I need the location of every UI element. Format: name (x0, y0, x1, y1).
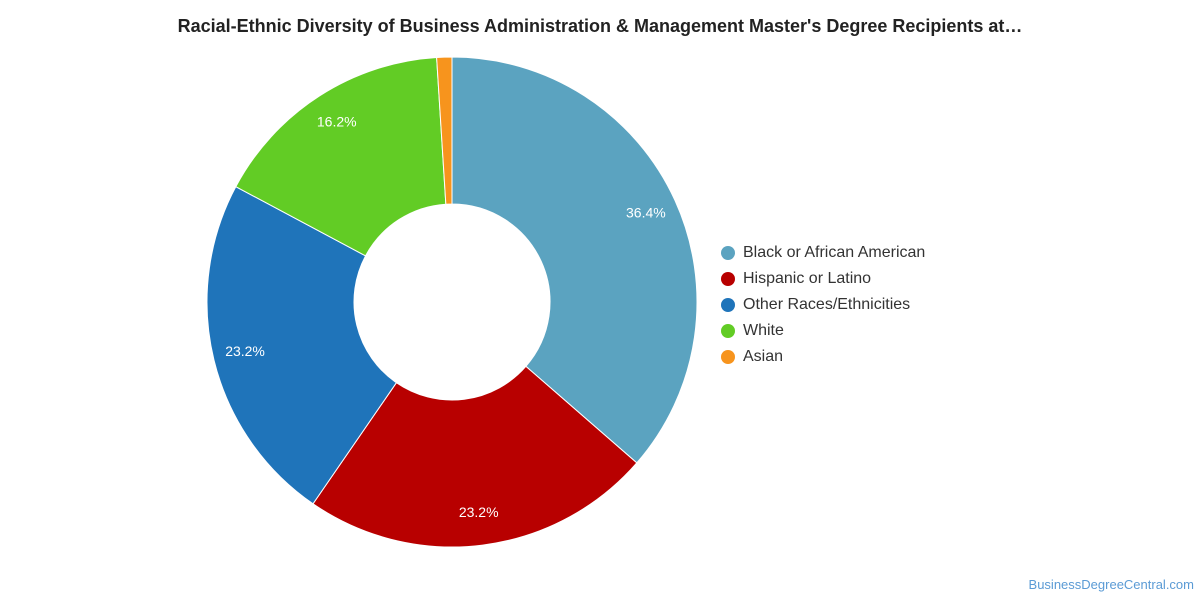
legend-label: Hispanic or Latino (743, 270, 872, 287)
data-label-hispanic-or-latino: 23.2% (459, 504, 499, 520)
legend-item-black-or-african-american[interactable]: Black or African American (721, 240, 925, 266)
legend-label: Black or African American (743, 244, 926, 261)
legend-item-asian[interactable]: Asian (721, 344, 925, 370)
slice-black-or-african-american[interactable] (451, 56, 698, 464)
data-label-white: 16.2% (317, 114, 357, 130)
legend-item-other-races-ethnicities[interactable]: Other Races/Ethnicities (721, 292, 925, 318)
data-label-black-or-african-american: 36.4% (626, 204, 666, 220)
legend-swatch (721, 246, 735, 260)
legend-swatch (721, 298, 735, 312)
data-label-other-races-ethnicities: 23.2% (225, 343, 265, 359)
slice-white[interactable] (235, 56, 447, 257)
legend-item-hispanic-or-latino[interactable]: Hispanic or Latino (721, 266, 925, 292)
legend-label: Other Races/Ethnicities (743, 296, 911, 313)
legend-label: White (743, 322, 784, 339)
legend-swatch (721, 272, 735, 286)
site-watermark[interactable]: BusinessDegreeCentral.com (1028, 577, 1194, 592)
slice-other-races-ethnicities[interactable] (206, 186, 398, 505)
legend-swatch (721, 324, 735, 338)
legend-item-white[interactable]: White (721, 318, 925, 344)
chart-title: Racial-Ethnic Diversity of Business Admi… (177, 16, 1023, 36)
chart-legend: Black or African American Hispanic or Lat… (721, 240, 925, 370)
legend-swatch (721, 350, 735, 364)
legend-label: Asian (743, 348, 784, 365)
slice-asian[interactable] (436, 56, 453, 205)
slice-hispanic-or-latino[interactable] (312, 365, 638, 548)
